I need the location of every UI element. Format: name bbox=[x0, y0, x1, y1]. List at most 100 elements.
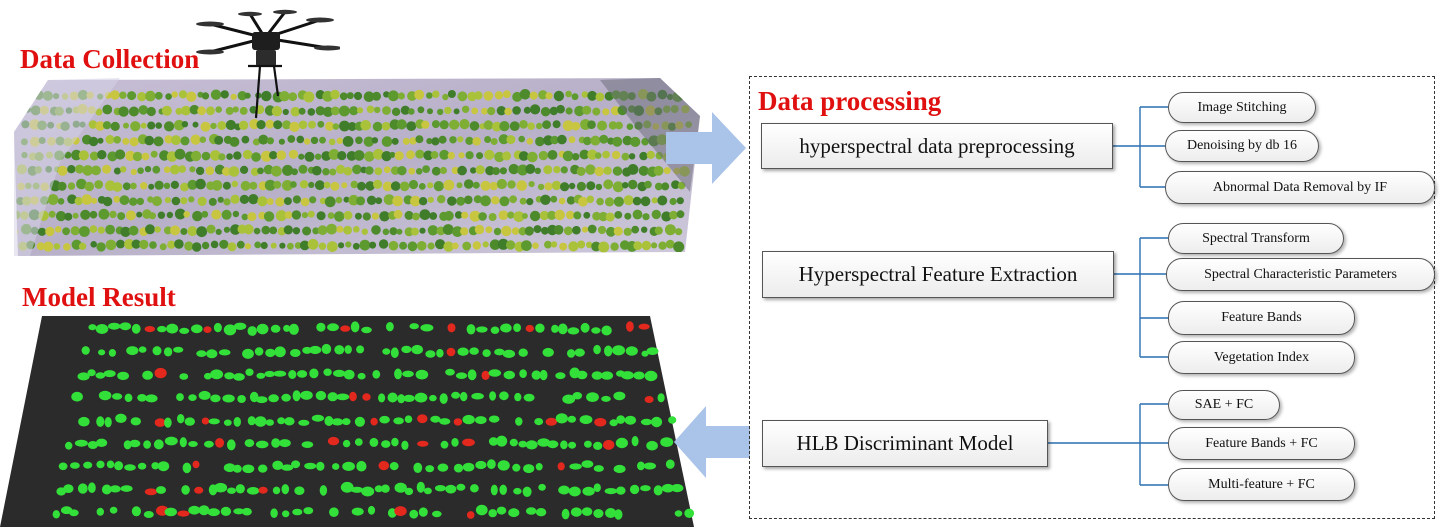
tree-canopy bbox=[641, 226, 648, 233]
tree-canopy bbox=[323, 181, 331, 189]
tree-canopy bbox=[408, 108, 415, 115]
healthy-canopy bbox=[500, 323, 512, 333]
tree-canopy bbox=[343, 210, 353, 220]
infected-canopy bbox=[144, 488, 158, 496]
tree-canopy bbox=[606, 226, 616, 237]
aerial-field-image bbox=[14, 78, 700, 256]
tree-canopy bbox=[113, 195, 121, 203]
healthy-canopy bbox=[562, 394, 576, 404]
healthy-canopy bbox=[551, 324, 559, 333]
tree-canopy bbox=[594, 152, 602, 159]
tree-canopy bbox=[345, 241, 352, 248]
tree-canopy bbox=[231, 180, 238, 188]
healthy-canopy bbox=[304, 462, 317, 470]
tree-canopy bbox=[229, 136, 240, 147]
tree-canopy bbox=[501, 225, 512, 237]
healthy-canopy bbox=[290, 349, 301, 357]
tree-canopy bbox=[241, 213, 249, 221]
tree-canopy bbox=[180, 228, 188, 235]
tree-canopy bbox=[353, 91, 363, 101]
healthy-canopy bbox=[109, 485, 121, 493]
tree-canopy bbox=[583, 211, 591, 219]
tree-canopy bbox=[303, 138, 311, 145]
tree-canopy bbox=[622, 182, 629, 189]
tree-canopy bbox=[653, 165, 664, 176]
tree-canopy bbox=[469, 121, 480, 131]
tree-canopy bbox=[406, 150, 415, 160]
tree-canopy bbox=[257, 167, 264, 175]
tree-canopy bbox=[538, 150, 549, 161]
tree-canopy bbox=[640, 196, 651, 207]
tree-canopy bbox=[236, 240, 245, 249]
tree-canopy bbox=[79, 226, 90, 237]
tree-canopy bbox=[382, 228, 390, 236]
tree-canopy bbox=[392, 195, 403, 207]
infected-canopy bbox=[462, 438, 475, 447]
tree-canopy bbox=[189, 166, 196, 173]
healthy-canopy bbox=[646, 347, 659, 355]
tree-canopy bbox=[292, 195, 301, 204]
healthy-canopy bbox=[327, 392, 338, 402]
tree-canopy bbox=[505, 240, 516, 250]
tree-canopy bbox=[576, 181, 587, 191]
healthy-canopy bbox=[316, 461, 325, 471]
tree-canopy bbox=[210, 89, 222, 100]
tree-canopy bbox=[472, 137, 482, 146]
tree-canopy bbox=[230, 194, 240, 204]
tree-canopy bbox=[597, 120, 608, 131]
tree-canopy bbox=[366, 195, 377, 205]
tree-canopy bbox=[175, 107, 183, 115]
healthy-canopy bbox=[332, 463, 340, 470]
tree-canopy bbox=[374, 167, 383, 176]
tree-canopy bbox=[90, 241, 97, 248]
tree-canopy bbox=[265, 119, 275, 129]
tree-canopy bbox=[549, 106, 558, 116]
healthy-canopy bbox=[329, 507, 339, 517]
tree-canopy bbox=[282, 108, 289, 116]
tree-canopy bbox=[180, 197, 188, 205]
tree-canopy bbox=[308, 181, 315, 188]
tree-canopy bbox=[627, 164, 639, 175]
tree-canopy bbox=[299, 240, 310, 251]
tree-canopy bbox=[460, 227, 469, 236]
tree-canopy bbox=[115, 149, 126, 160]
tree-canopy bbox=[512, 91, 523, 102]
healthy-canopy bbox=[152, 346, 162, 356]
tree-canopy bbox=[432, 90, 440, 98]
healthy-canopy bbox=[390, 347, 399, 358]
healthy-canopy bbox=[103, 370, 116, 378]
tree-canopy bbox=[658, 241, 667, 250]
tree-canopy bbox=[378, 239, 389, 249]
tree-canopy bbox=[651, 197, 658, 204]
healthy-canopy bbox=[367, 505, 376, 515]
tree-canopy bbox=[145, 90, 156, 102]
healthy-canopy bbox=[439, 418, 451, 425]
healthy-canopy bbox=[74, 439, 88, 447]
tree-canopy bbox=[188, 196, 195, 203]
tree-canopy bbox=[233, 151, 242, 160]
tree-canopy bbox=[568, 241, 579, 252]
tree-canopy bbox=[181, 121, 189, 128]
healthy-canopy bbox=[316, 322, 326, 332]
tree-canopy bbox=[303, 91, 315, 103]
tree-canopy bbox=[261, 150, 272, 162]
tree-canopy bbox=[308, 120, 316, 129]
healthy-canopy bbox=[414, 392, 428, 403]
tree-canopy bbox=[149, 212, 156, 220]
tree-canopy bbox=[525, 164, 536, 174]
healthy-canopy bbox=[281, 464, 294, 471]
healthy-canopy bbox=[523, 393, 535, 402]
model-result-title: Model Result bbox=[22, 282, 176, 312]
healthy-canopy bbox=[188, 441, 198, 447]
healthy-canopy bbox=[282, 510, 290, 518]
tree-canopy bbox=[508, 163, 519, 175]
infected-canopy bbox=[340, 325, 351, 332]
tree-canopy bbox=[480, 180, 491, 191]
tree-canopy bbox=[339, 120, 350, 132]
tree-canopy bbox=[560, 166, 568, 174]
tree-canopy bbox=[463, 179, 474, 189]
healthy-canopy bbox=[223, 324, 237, 336]
tree-canopy bbox=[330, 106, 340, 116]
tree-canopy bbox=[474, 91, 483, 100]
healthy-canopy bbox=[265, 348, 276, 358]
